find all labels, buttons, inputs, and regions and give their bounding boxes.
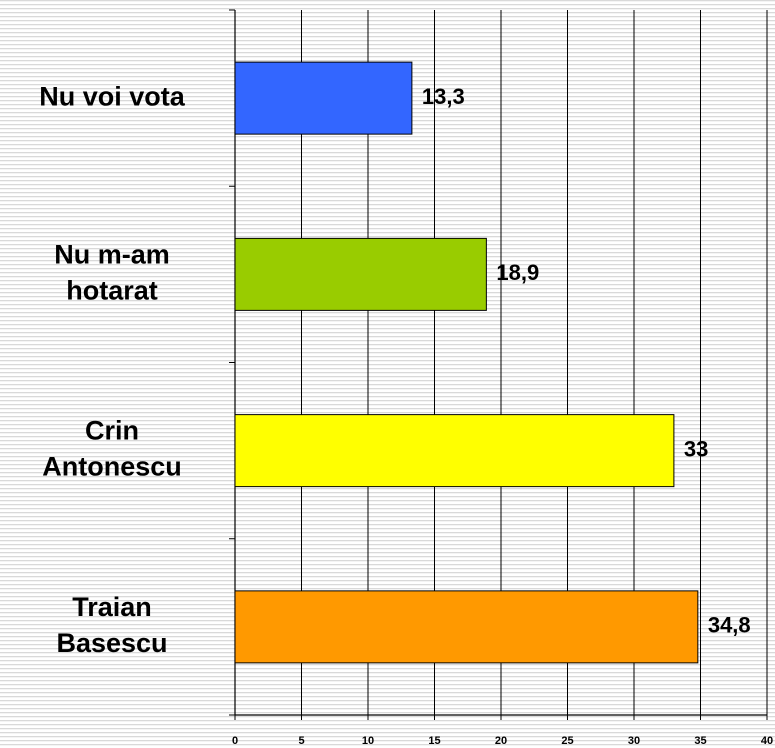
y-tick-label: Traian Basescu — [56, 592, 167, 658]
y-tick-label: Nu m-am hotarat — [54, 240, 170, 306]
bar — [234, 414, 675, 488]
x-tick-label: 20 — [495, 735, 507, 747]
value-label: 34,8 — [708, 613, 751, 638]
x-tick-label: 35 — [694, 735, 706, 747]
y-tick-label: Nu voi vota — [39, 81, 186, 111]
value-label: 13,3 — [422, 84, 465, 109]
bar — [234, 237, 487, 311]
value-label: 33 — [684, 436, 708, 461]
value-label: 18,9 — [496, 260, 539, 285]
x-tick-label: 25 — [561, 735, 573, 747]
y-tick-label: Crin Antonescu — [42, 416, 182, 482]
x-tick-label: 10 — [362, 735, 374, 747]
x-tick-label: 40 — [761, 735, 773, 747]
x-tick-label: 15 — [428, 735, 440, 747]
x-tick-label: 0 — [232, 735, 238, 747]
x-tick-label: 5 — [298, 735, 304, 747]
x-tick-label: 30 — [628, 735, 640, 747]
bar — [234, 590, 699, 664]
bar — [234, 61, 413, 135]
